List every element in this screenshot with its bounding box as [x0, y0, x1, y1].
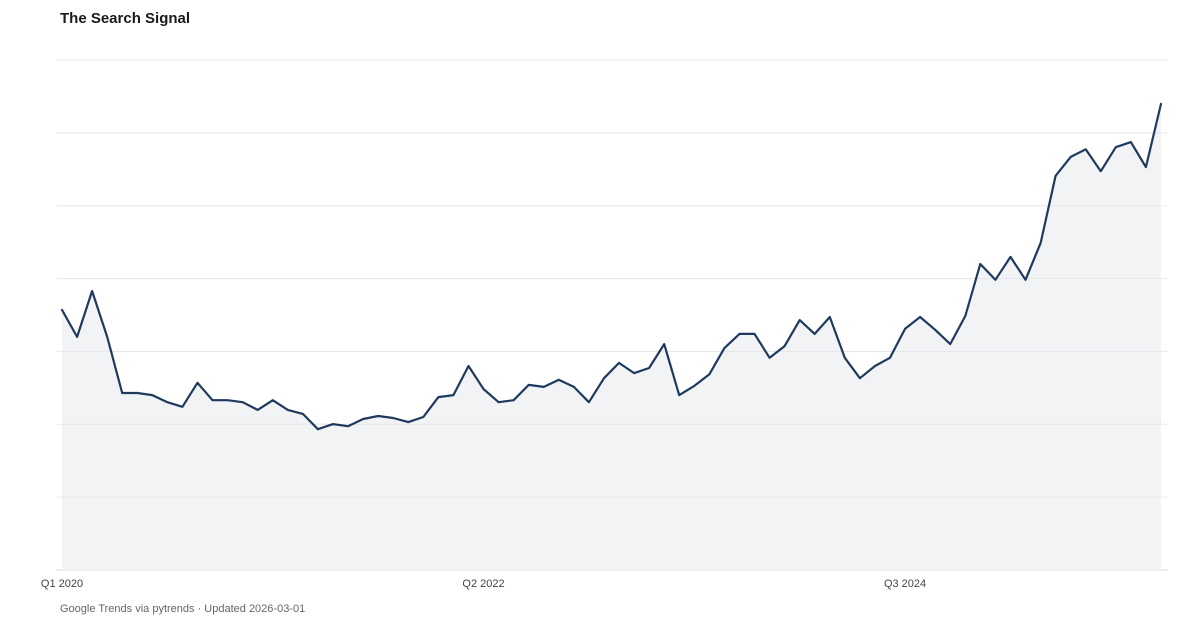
series-line [60, 102, 1163, 431]
x-tick-label: Q2 2022 [462, 578, 504, 590]
x-tick-label: Q1 2020 [41, 578, 83, 590]
area-fill [62, 103, 1161, 571]
x-tick-label: Q3 2024 [884, 578, 926, 590]
chart-title: The Search Signal [60, 10, 191, 27]
source-note: Google Trends via pytrends · Updated 202… [60, 603, 306, 615]
